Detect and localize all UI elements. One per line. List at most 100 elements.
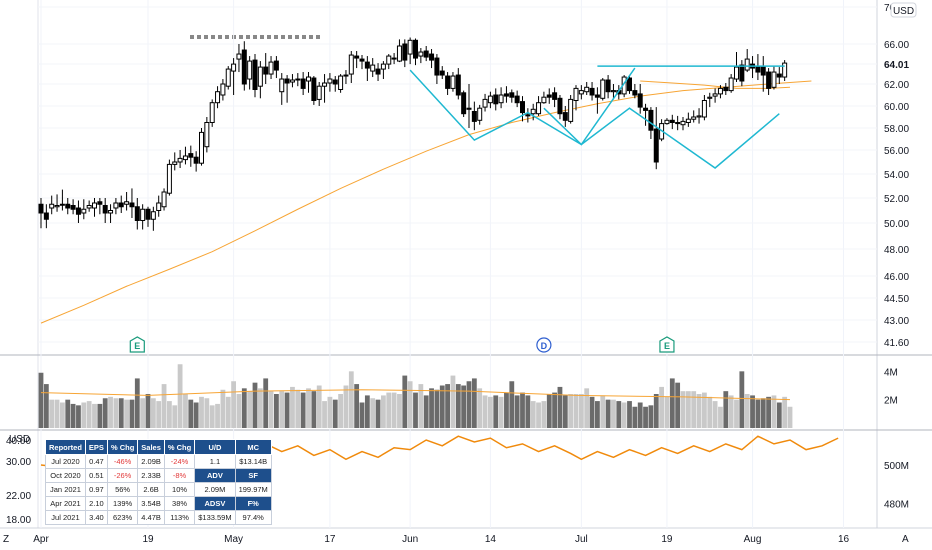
volume-bar — [49, 399, 55, 428]
candle-up — [150, 211, 156, 220]
table-cell: Oct 2020 — [45, 468, 86, 483]
volume-bar — [530, 401, 536, 428]
candle-up — [92, 202, 97, 209]
table-cell: 97.4% — [234, 510, 272, 525]
time-axis[interactable]: Apr 19 May 17 Jun 14 Jul 19 Aug 16 — [33, 534, 849, 545]
candle-down — [75, 207, 81, 215]
volume-bar — [225, 396, 231, 428]
volume-bar — [359, 402, 365, 428]
volume-bar — [739, 371, 745, 428]
volume-bar — [343, 385, 349, 428]
candle-down — [102, 205, 108, 214]
volume-bar — [70, 403, 76, 428]
candle-up — [664, 119, 670, 125]
volume-bar — [375, 399, 381, 428]
candle-down — [284, 78, 290, 84]
candle-up — [380, 63, 386, 70]
time-tick-label: Jul — [575, 534, 588, 545]
volume-bar — [493, 395, 499, 428]
candle-down — [354, 55, 360, 59]
volume-bar — [659, 386, 664, 428]
candle-up — [370, 64, 376, 72]
auto-scale-button[interactable]: A — [902, 534, 909, 545]
volume-bar — [702, 392, 707, 428]
candle-down — [723, 86, 729, 92]
price-tick-label: 52.00 — [884, 194, 909, 205]
currency-badge[interactable] — [890, 2, 917, 18]
fundamentals-table: Reported EPS % Chg Sales % Chg U/D MC Ju… — [45, 439, 272, 525]
candle-up — [536, 102, 542, 115]
candle-up — [215, 91, 221, 104]
volume-bar — [621, 402, 627, 428]
col-eps: EPS — [84, 439, 108, 455]
candle-up — [316, 85, 322, 100]
volume-bar — [167, 401, 172, 428]
candle-up — [610, 90, 616, 93]
volume-bar — [54, 399, 60, 428]
table-row: Apr 2021 2.10 139% 3.54B 38% ADSV F% — [45, 496, 272, 511]
candle-up — [600, 79, 606, 99]
candle-down — [605, 79, 611, 93]
candle-down — [520, 101, 525, 114]
candle-up — [108, 210, 114, 214]
volume-bar — [150, 398, 156, 428]
candle-down — [525, 114, 531, 117]
candle-up — [268, 61, 274, 75]
volume-bar — [728, 395, 734, 428]
pattern-line — [543, 107, 780, 169]
candle-down — [637, 93, 643, 108]
candle-up — [231, 63, 237, 72]
time-tick-label: 16 — [838, 534, 850, 545]
candle-up — [498, 94, 504, 104]
volume-bar — [418, 384, 424, 428]
candle-up — [306, 76, 311, 82]
volume-bar — [381, 395, 386, 428]
volume-bar — [595, 401, 600, 428]
volume-bar — [439, 385, 445, 428]
table-cell: 0.51 — [84, 468, 108, 483]
volume-bar — [637, 402, 643, 428]
candle-down — [97, 201, 103, 205]
time-tick-label: 19 — [142, 534, 154, 545]
candle-up — [680, 120, 686, 126]
volume-bar — [199, 396, 204, 428]
candle-up — [343, 74, 349, 77]
candle-up — [734, 66, 739, 80]
volume-bar — [616, 401, 622, 428]
candle-up — [541, 96, 547, 104]
volume-bar — [193, 402, 199, 428]
price-tick-label: 66.00 — [884, 40, 909, 51]
table-cell: SF — [234, 468, 272, 483]
candle-down — [134, 206, 140, 221]
table-cell: 4.47B — [137, 510, 165, 525]
candle-up — [209, 102, 215, 123]
timezone-button[interactable]: Z — [3, 534, 9, 545]
candle-up — [289, 79, 295, 83]
volume-bar — [215, 403, 220, 428]
volume-bar — [760, 398, 766, 428]
volume-bar — [605, 399, 611, 428]
candle-down — [455, 74, 461, 96]
candle-up — [450, 75, 456, 89]
price-candles[interactable] — [38, 37, 788, 231]
candle-up — [257, 66, 263, 87]
volume-bar — [43, 384, 49, 428]
candle-up — [771, 71, 777, 88]
marker-label: D — [541, 341, 548, 351]
pattern-drawings[interactable] — [409, 65, 785, 169]
price-tick-label: 46.00 — [884, 272, 909, 283]
volume-bar — [653, 394, 659, 428]
volume-bar — [113, 398, 119, 428]
price-axis[interactable]: 70.0066.0064.0162.0060.0058.0056.0054.00… — [6, 3, 909, 526]
candle-down — [263, 66, 269, 75]
volume-bar — [696, 394, 702, 428]
volume-bar — [306, 388, 311, 428]
time-tick-label: 17 — [324, 534, 336, 545]
volume-ma-line — [40, 389, 791, 401]
candle-down — [653, 128, 659, 163]
time-tick-label: Apr — [33, 534, 49, 545]
table-cell: 3.54B — [137, 496, 165, 511]
candle-up — [391, 57, 397, 60]
